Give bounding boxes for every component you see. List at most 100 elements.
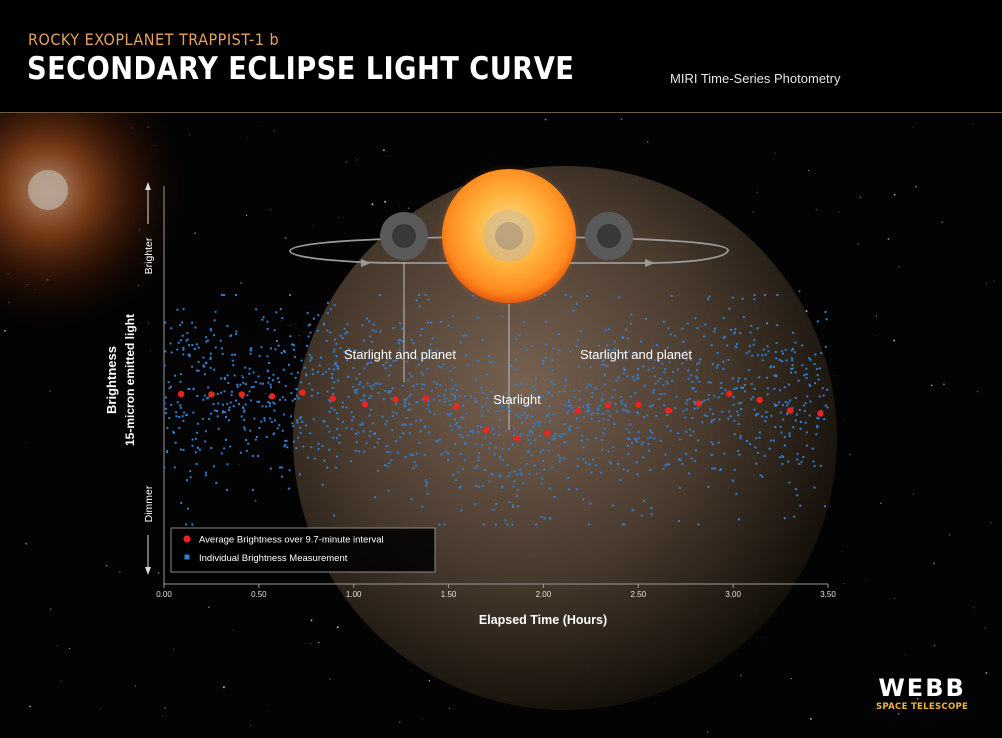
individual-measurement-point bbox=[429, 410, 432, 413]
individual-measurement-point bbox=[365, 442, 368, 445]
individual-measurement-point bbox=[354, 390, 357, 393]
individual-measurement-point bbox=[299, 431, 302, 434]
individual-measurement-point bbox=[419, 430, 422, 433]
individual-measurement-point bbox=[227, 382, 230, 384]
average-brightness-point bbox=[392, 396, 399, 403]
individual-measurement-point bbox=[608, 400, 611, 403]
individual-measurement-point bbox=[737, 518, 740, 521]
individual-measurement-point bbox=[358, 450, 361, 453]
individual-measurement-point bbox=[724, 388, 727, 391]
individual-measurement-point bbox=[179, 380, 182, 383]
individual-measurement-point bbox=[755, 462, 758, 465]
individual-measurement-point bbox=[692, 430, 695, 433]
individual-measurement-point bbox=[457, 425, 460, 428]
individual-measurement-point bbox=[356, 388, 359, 391]
individual-measurement-point bbox=[806, 395, 809, 398]
individual-measurement-point bbox=[666, 346, 669, 349]
individual-measurement-point bbox=[387, 390, 390, 393]
individual-measurement-point bbox=[808, 414, 811, 417]
individual-measurement-point bbox=[505, 392, 508, 395]
individual-measurement-point bbox=[570, 407, 573, 410]
individual-measurement-point bbox=[188, 388, 191, 391]
background-star bbox=[60, 680, 62, 681]
individual-measurement-point bbox=[440, 366, 443, 369]
individual-measurement-point bbox=[191, 438, 194, 441]
individual-measurement-point bbox=[296, 421, 299, 424]
individual-measurement-point bbox=[339, 334, 342, 337]
individual-measurement-point bbox=[178, 426, 181, 429]
individual-measurement-point bbox=[489, 391, 492, 393]
individual-measurement-point bbox=[722, 367, 725, 370]
average-brightness-point bbox=[786, 407, 794, 414]
background-star bbox=[298, 335, 300, 337]
individual-measurement-point bbox=[477, 459, 480, 462]
individual-measurement-point bbox=[372, 323, 375, 326]
individual-measurement-point bbox=[365, 363, 368, 366]
individual-measurement-point bbox=[757, 412, 759, 415]
individual-measurement-point bbox=[717, 396, 720, 399]
individual-measurement-point bbox=[476, 430, 479, 433]
individual-measurement-point bbox=[295, 388, 298, 391]
individual-measurement-point bbox=[274, 348, 277, 351]
individual-measurement-point bbox=[801, 364, 804, 367]
individual-measurement-point bbox=[320, 356, 323, 359]
individual-measurement-point bbox=[395, 359, 398, 362]
individual-measurement-point bbox=[272, 401, 275, 404]
individual-measurement-point bbox=[512, 398, 515, 401]
individual-measurement-point bbox=[696, 369, 699, 371]
individual-measurement-point bbox=[721, 410, 724, 413]
individual-measurement-point bbox=[650, 506, 653, 509]
individual-measurement-point bbox=[762, 348, 765, 351]
individual-measurement-point bbox=[446, 413, 449, 416]
individual-measurement-point bbox=[649, 429, 652, 432]
individual-measurement-point bbox=[480, 414, 483, 417]
individual-measurement-point bbox=[222, 410, 224, 413]
background-star bbox=[280, 319, 282, 321]
individual-measurement-point bbox=[475, 378, 477, 381]
individual-measurement-point bbox=[333, 408, 336, 411]
individual-measurement-point bbox=[276, 377, 279, 380]
individual-measurement-point bbox=[773, 374, 776, 377]
individual-measurement-point bbox=[182, 449, 185, 451]
individual-measurement-point bbox=[635, 461, 638, 464]
individual-measurement-point bbox=[481, 391, 484, 394]
individual-measurement-point bbox=[438, 399, 441, 402]
background-star bbox=[941, 221, 943, 223]
individual-measurement-point bbox=[572, 309, 575, 312]
individual-measurement-point bbox=[713, 418, 716, 421]
individual-measurement-point bbox=[510, 364, 513, 367]
individual-measurement-point bbox=[359, 424, 362, 426]
individual-measurement-point bbox=[689, 358, 692, 361]
individual-measurement-point bbox=[233, 374, 236, 377]
individual-measurement-point bbox=[401, 340, 404, 343]
average-brightness-point bbox=[665, 407, 672, 414]
individual-measurement-point bbox=[239, 451, 242, 454]
individual-measurement-point bbox=[533, 422, 536, 425]
individual-measurement-point bbox=[739, 437, 742, 440]
individual-measurement-point bbox=[482, 523, 485, 526]
individual-measurement-point bbox=[640, 443, 643, 446]
individual-measurement-point bbox=[594, 437, 597, 440]
individual-measurement-point bbox=[514, 413, 517, 416]
individual-measurement-point bbox=[179, 406, 182, 409]
x-tick-label: 2.50 bbox=[630, 590, 646, 599]
x-tick-label: 3.00 bbox=[725, 590, 741, 599]
individual-measurement-point bbox=[450, 412, 453, 415]
individual-measurement-point bbox=[394, 403, 397, 406]
individual-measurement-point bbox=[525, 416, 528, 419]
individual-measurement-point bbox=[781, 463, 784, 465]
individual-measurement-point bbox=[347, 348, 350, 350]
individual-measurement-point bbox=[601, 393, 604, 396]
individual-measurement-point bbox=[458, 486, 461, 489]
individual-measurement-point bbox=[213, 409, 216, 412]
individual-measurement-point bbox=[689, 428, 691, 431]
individual-measurement-point bbox=[335, 343, 338, 345]
individual-measurement-point bbox=[636, 440, 639, 443]
individual-measurement-point bbox=[170, 351, 173, 354]
individual-measurement-point bbox=[710, 419, 713, 422]
individual-measurement-point bbox=[529, 430, 532, 432]
individual-measurement-point bbox=[758, 436, 761, 439]
individual-measurement-point bbox=[256, 455, 259, 457]
individual-measurement-point bbox=[181, 415, 184, 418]
individual-measurement-point bbox=[527, 438, 530, 441]
